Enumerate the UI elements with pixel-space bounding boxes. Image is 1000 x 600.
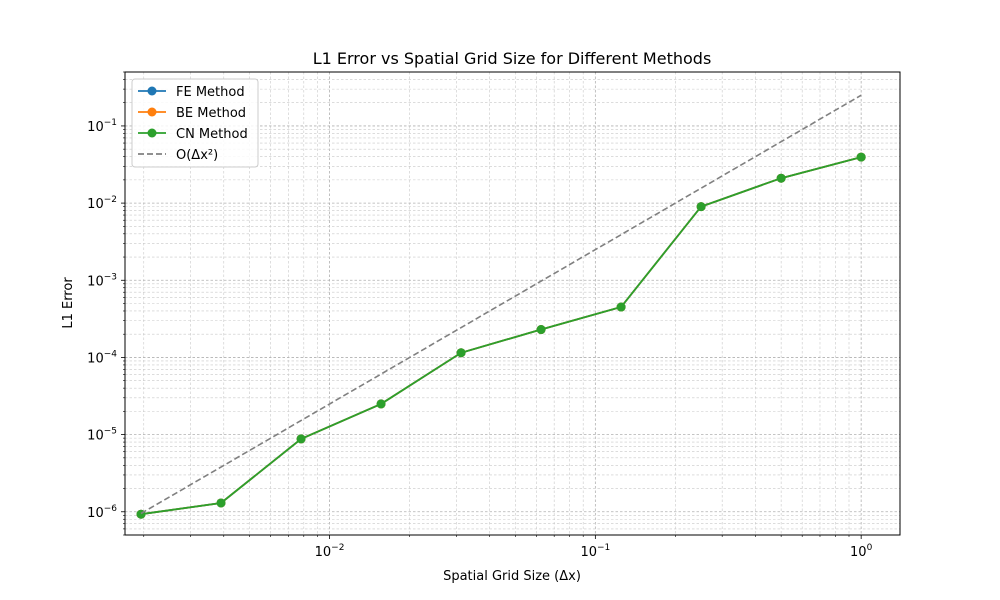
- legend-marker: [147, 128, 157, 138]
- y-tick-label: 10−5: [87, 427, 117, 444]
- series-line-3: [140, 156, 862, 516]
- data-point: [216, 498, 226, 508]
- y-tick-label: 10−3: [87, 272, 117, 289]
- legend-label: BE Method: [176, 106, 246, 121]
- x-tick-label: 10−2: [315, 543, 345, 560]
- data-point: [456, 348, 466, 358]
- y-tick-label: 10−1: [87, 118, 117, 135]
- plot-series: [136, 94, 866, 519]
- axis-ticks: 10−2 10−1 100 10−6 10−5 10−4 10−3 10−2 10−1: [87, 71, 873, 560]
- legend-label: O(Δx²): [176, 148, 218, 163]
- legend-label: FE Method: [176, 85, 245, 100]
- y-axis-label: L1 Error: [61, 277, 76, 329]
- legend: FE Method BE Method CN Method O(Δx²): [131, 78, 259, 168]
- data-point: [616, 302, 626, 312]
- legend-label: CN Method: [176, 127, 248, 142]
- y-tick-label: 10−2: [87, 195, 117, 212]
- legend-box: [131, 78, 259, 168]
- data-point: [776, 173, 786, 183]
- data-point: [696, 202, 706, 212]
- x-tick-label: 10−1: [580, 543, 610, 560]
- chart-title: L1 Error vs Spatial Grid Size for Differ…: [313, 49, 712, 68]
- x-tick-label: 100: [850, 543, 873, 560]
- y-tick-label: 10−6: [87, 504, 117, 521]
- legend-marker: [147, 86, 157, 96]
- data-point: [536, 325, 546, 335]
- series-line-4: [140, 94, 862, 515]
- data-point: [296, 434, 306, 444]
- legend-marker: [147, 107, 157, 117]
- x-axis-label: Spatial Grid Size (Δx): [443, 569, 581, 584]
- data-point: [856, 152, 866, 162]
- data-point: [376, 399, 386, 409]
- y-tick-label: 10−4: [87, 349, 117, 366]
